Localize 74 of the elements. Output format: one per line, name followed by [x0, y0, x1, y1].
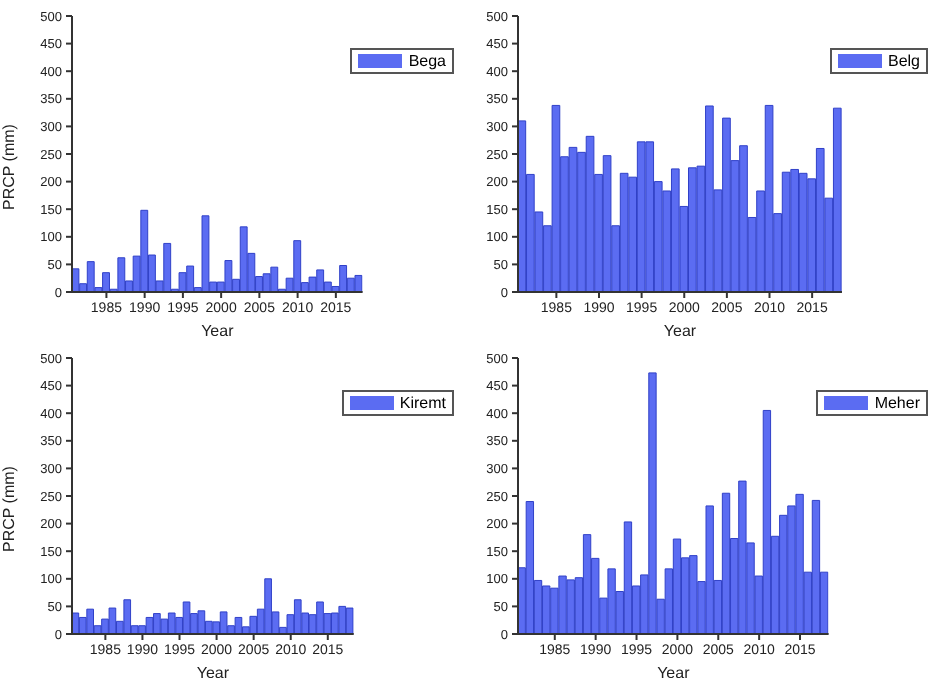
- legend-label: Bega: [408, 52, 446, 70]
- bar: [197, 609, 206, 633]
- bar: [86, 607, 94, 633]
- bar: [182, 600, 191, 633]
- bar: [264, 577, 272, 633]
- x-axis-title: Year: [196, 663, 230, 678]
- bar: [738, 479, 747, 633]
- bar: [234, 615, 243, 633]
- bar: [201, 215, 210, 292]
- bar: [123, 598, 132, 633]
- bar: [705, 504, 714, 633]
- bar: [86, 261, 95, 292]
- bar: [811, 498, 821, 633]
- bar: [316, 269, 325, 292]
- bar: [145, 615, 154, 633]
- bar: [670, 168, 680, 292]
- bar: [795, 492, 804, 633]
- bar: [815, 147, 825, 292]
- bar: [178, 272, 187, 292]
- bar: [140, 209, 149, 292]
- bar: [167, 611, 176, 633]
- bar: [345, 606, 354, 633]
- bar: [331, 611, 339, 633]
- bar: [582, 533, 592, 633]
- bar: [779, 513, 788, 633]
- legend-label: Meher: [874, 393, 920, 411]
- bar: [585, 135, 595, 292]
- bar: [249, 614, 258, 633]
- bar: [239, 226, 248, 292]
- x-axis-title: Year: [663, 322, 697, 340]
- bar: [102, 272, 110, 292]
- bar: [354, 274, 363, 292]
- y-axis-title: PRCP (mm): [0, 464, 18, 551]
- bar: [293, 598, 302, 633]
- bar: [636, 141, 646, 292]
- bar: [186, 265, 195, 292]
- bar: [566, 578, 575, 633]
- bar: [551, 104, 561, 292]
- bar: [270, 266, 279, 292]
- bar: [607, 567, 616, 633]
- x-axis-title: Year: [201, 322, 235, 340]
- bar: [163, 242, 172, 292]
- bar: [764, 104, 774, 292]
- y-axis-title: PRCP (mm): [0, 123, 18, 210]
- bar: [648, 371, 657, 633]
- bar: [721, 491, 731, 633]
- bar: [781, 171, 791, 292]
- bar: [316, 600, 324, 633]
- bar: [832, 107, 842, 292]
- bar: [117, 257, 126, 292]
- legend-label: Belg: [887, 52, 920, 70]
- bar: [762, 408, 772, 633]
- bar: [108, 606, 117, 633]
- bar: [160, 617, 169, 633]
- bar: [219, 610, 228, 633]
- bar: [153, 612, 161, 633]
- bar: [623, 520, 633, 633]
- bar: [542, 584, 551, 633]
- bar: [645, 141, 655, 292]
- bar: [224, 260, 233, 292]
- bar: [689, 554, 698, 633]
- bar: [602, 155, 612, 292]
- bar: [338, 604, 347, 633]
- bar: [672, 537, 682, 633]
- legend-label: Kiremt: [399, 393, 446, 411]
- bar: [798, 172, 808, 292]
- x-axis-title: Year: [657, 663, 691, 678]
- bar: [619, 172, 629, 292]
- bar: [568, 146, 578, 292]
- bar: [339, 265, 348, 292]
- bar: [293, 240, 302, 292]
- bar: [525, 500, 535, 633]
- bar: [308, 276, 317, 292]
- bar: [558, 574, 567, 633]
